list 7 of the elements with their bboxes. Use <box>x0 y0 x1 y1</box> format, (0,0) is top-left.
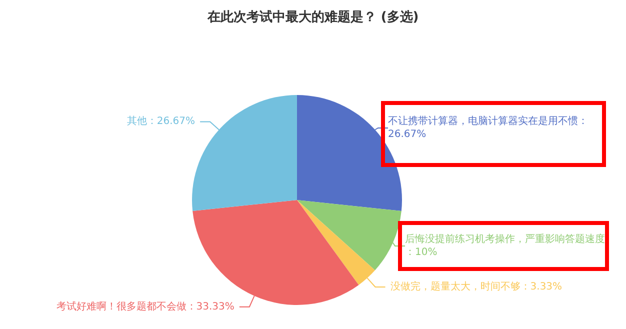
slice-label: 考试好难啊！很多题都不会做：33.33% <box>56 300 234 312</box>
slice-label: 没做完，题量太大，时间不够：3.33% <box>390 280 562 292</box>
slice-label: 其他：26.67% <box>126 115 196 128</box>
slice-label: 不让携带计算器，电脑计算器实在是用不惯：26.67% <box>388 115 588 140</box>
data-label: ：10% <box>405 247 438 258</box>
chart-title: 在此次考试中最大的难题是？ (多选) <box>206 9 419 25</box>
slice-label: 后悔没提前练习机考操作，严重影响答题速度 <box>405 233 605 245</box>
